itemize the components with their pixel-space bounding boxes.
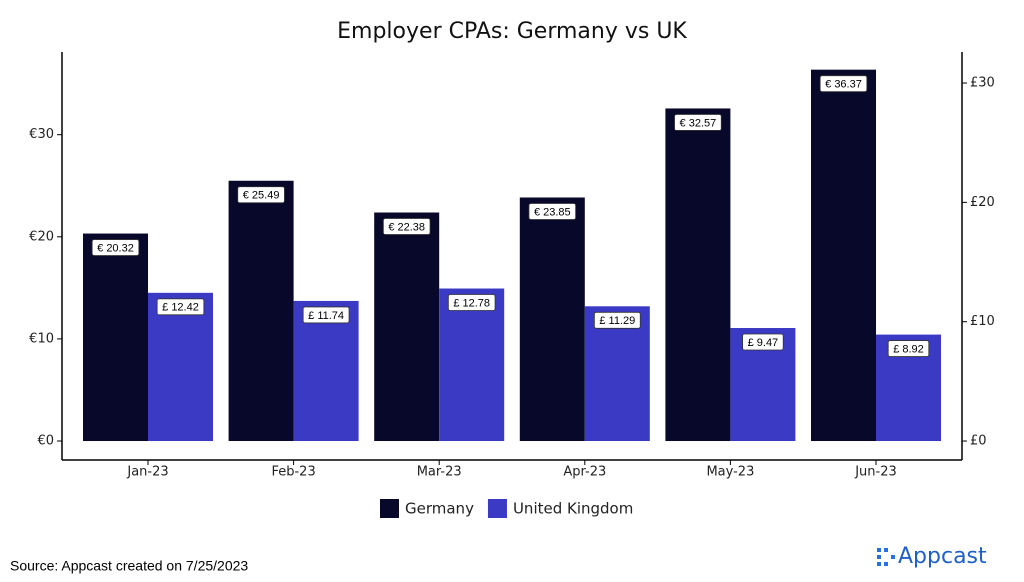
x-tick-label: Jun-23 <box>854 465 897 480</box>
data-label-box <box>156 298 205 316</box>
data-label: € 36.37 <box>825 79 862 91</box>
bar <box>83 233 148 442</box>
bar <box>519 197 585 442</box>
y2-tick-label: £10 <box>970 314 995 329</box>
legend-label: Germany <box>405 500 474 518</box>
data-label-box <box>742 333 784 351</box>
data-label: £ 8.92 <box>893 343 924 355</box>
data-label: £ 9.47 <box>748 337 779 349</box>
data-label-box <box>674 114 722 131</box>
x-tick-label: Jan-23 <box>126 465 168 480</box>
y-tick-label: €0 <box>37 434 54 449</box>
data-label-box <box>593 311 641 329</box>
chart-title: Employer CPAs: Germany vs UK <box>337 19 687 44</box>
data-label-box <box>819 75 868 93</box>
y2-tick-label: £20 <box>970 195 995 210</box>
data-label: £ 12.42 <box>162 302 199 314</box>
legend-swatch <box>487 499 507 518</box>
data-label-box <box>237 186 285 204</box>
x-tick-label: Feb-23 <box>271 465 315 480</box>
y-tick-label: €20 <box>29 229 54 244</box>
x-tick-label: Mar-23 <box>417 465 462 480</box>
data-label-box <box>887 340 930 357</box>
x-tick-label: Apr-23 <box>563 465 606 480</box>
data-label-box <box>528 203 577 220</box>
brand-name: Appcast <box>898 544 987 569</box>
data-label: £ 11.74 <box>308 310 344 322</box>
y-tick-label: €10 <box>29 331 54 346</box>
bar <box>148 292 213 442</box>
bar <box>228 180 294 442</box>
data-label-box <box>302 306 350 324</box>
data-label: € 22.38 <box>388 221 425 233</box>
data-label: £ 11.29 <box>599 315 635 327</box>
legend-label: United Kingdom <box>513 500 633 518</box>
data-label: € 20.32 <box>97 242 134 254</box>
bar <box>293 300 359 442</box>
y2-tick-label: £30 <box>970 76 995 91</box>
x-tick-label: May-23 <box>706 465 754 480</box>
source-note: Source: Appcast created on 7/25/2023 <box>10 558 248 574</box>
bar <box>374 212 440 442</box>
legend-swatch <box>380 499 399 518</box>
bar <box>811 69 876 442</box>
data-label: € 32.57 <box>680 117 717 129</box>
y2-tick-label: £0 <box>970 434 987 449</box>
data-label: € 25.49 <box>243 190 280 202</box>
y-tick-label: €30 <box>29 127 54 142</box>
data-label-box <box>91 239 140 256</box>
data-label: £ 12.78 <box>453 297 490 309</box>
brand-logo <box>877 548 895 566</box>
data-label: € 23.85 <box>534 206 571 218</box>
bar <box>665 108 731 442</box>
bar <box>439 288 505 442</box>
data-label-box <box>447 294 496 311</box>
bar <box>584 306 650 442</box>
data-label-box <box>382 218 431 235</box>
